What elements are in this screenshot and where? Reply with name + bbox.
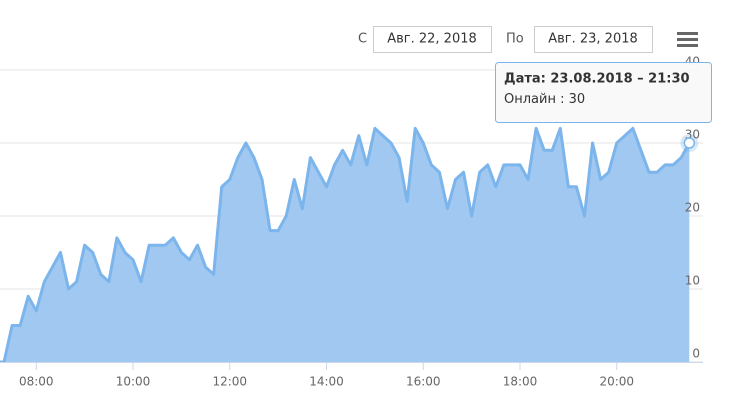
tooltip-point: Онлайн : 30 bbox=[504, 92, 585, 107]
tooltip-box bbox=[495, 62, 712, 123]
x-tick-label: 12:00 bbox=[212, 375, 247, 389]
tooltip: Дата: 23.08.2018 – 21:30 Онлайн : 30 bbox=[495, 62, 712, 123]
menu-bar bbox=[677, 44, 698, 47]
menu-bar bbox=[677, 38, 698, 41]
hover-marker bbox=[683, 137, 696, 149]
menu-bar bbox=[677, 32, 698, 35]
tooltip-series-name: Онлайн bbox=[504, 92, 556, 107]
series-group bbox=[0, 126, 699, 363]
area-fill bbox=[0, 128, 690, 362]
tooltip-value: 30 bbox=[569, 92, 586, 107]
x-tick-label: 08:00 bbox=[19, 375, 54, 389]
y-tick-label: 0 bbox=[692, 347, 700, 361]
x-tick-label: 16:00 bbox=[406, 375, 441, 389]
tooltip-header: Дата: 23.08.2018 – 21:30 bbox=[504, 72, 690, 87]
menu-button[interactable] bbox=[677, 32, 698, 47]
to-input[interactable] bbox=[534, 26, 653, 53]
x-tick-label: 14:00 bbox=[309, 375, 344, 389]
tooltip-separator: : bbox=[560, 92, 564, 107]
x-tick-label: 20:00 bbox=[599, 375, 634, 389]
y-tick-label: 20 bbox=[685, 201, 700, 215]
y-tick-label: 10 bbox=[685, 274, 700, 288]
from-date[interactable]: Авг. 22, 2018 bbox=[387, 32, 477, 47]
area-line bbox=[0, 126, 691, 363]
to-date[interactable]: Авг. 23, 2018 bbox=[548, 32, 638, 47]
from-label: С bbox=[358, 32, 367, 47]
to-label: По bbox=[506, 32, 524, 47]
x-tick-label: 10:00 bbox=[116, 375, 151, 389]
from-input[interactable] bbox=[373, 26, 492, 53]
x-tick-label: 18:00 bbox=[503, 375, 538, 389]
